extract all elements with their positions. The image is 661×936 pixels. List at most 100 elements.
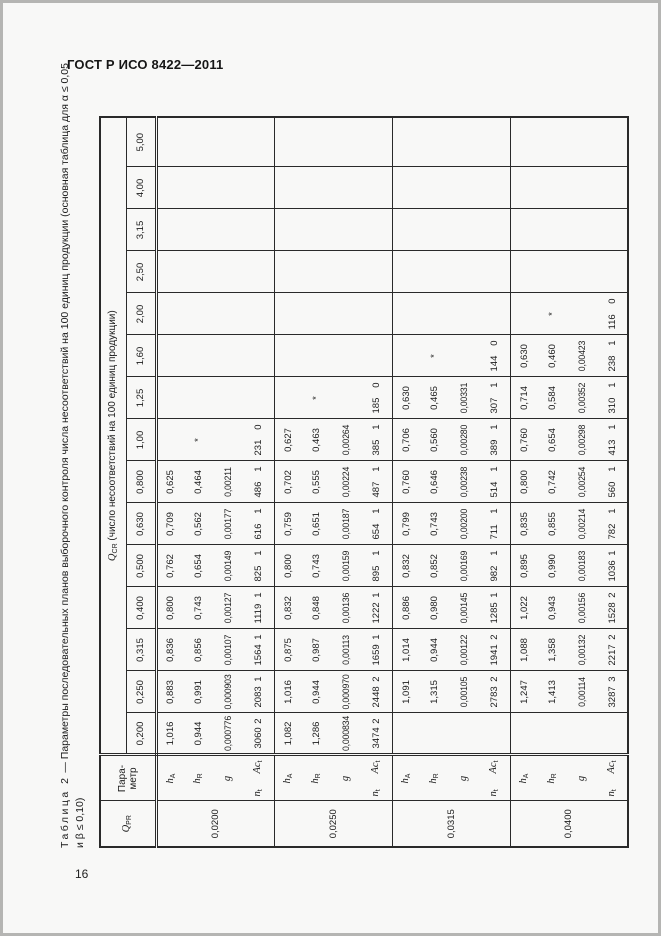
table-cell (156, 251, 184, 293)
nt-value: 782 (606, 523, 618, 540)
act-value: 1 (252, 592, 264, 598)
table-cell: 0,654 (538, 419, 566, 461)
nt-value: 144 (488, 355, 500, 372)
act-value: 2 (606, 634, 618, 640)
math-symbol: g (340, 775, 351, 782)
nt-value: 3060 (252, 727, 264, 749)
nt-value: 1119 (252, 603, 264, 624)
table-cell: 0,706 (392, 419, 420, 461)
act-value: 2 (606, 592, 618, 598)
act-value: 0 (252, 424, 264, 430)
table-cell (212, 116, 243, 167)
table-cell (330, 116, 361, 167)
nt-value: 982 (488, 565, 500, 582)
table-cell: 0,980 (420, 587, 448, 629)
table-cell: 0,00127 (212, 587, 243, 629)
table-cell: 0,990 (538, 545, 566, 587)
parameter-label: g (566, 755, 597, 801)
table-cell: 2783 2 (479, 671, 510, 713)
table-cell: 0,832 (274, 587, 302, 629)
nt-value: 654 (370, 523, 382, 540)
qcr-value-header: 0,250 (126, 671, 156, 713)
table-cell: 0,00211 (212, 461, 243, 503)
act-value: 1 (252, 634, 264, 640)
table-cell: 487 1 (361, 461, 392, 503)
math-symbol: h (282, 778, 294, 784)
table-cell (566, 167, 597, 209)
table-cell: 1,247 (510, 671, 538, 713)
table-cell (156, 419, 184, 461)
table-cell: 0,651 (302, 503, 330, 545)
table-cell (274, 293, 302, 335)
table-cell (156, 167, 184, 209)
table-cell (566, 116, 597, 167)
table-cell: 3474 2 (361, 713, 392, 755)
table-cell: 0,00107 (212, 629, 243, 671)
table-cell: 1,358 (538, 629, 566, 671)
parameter-label: nt Act (597, 755, 628, 801)
table-cell (420, 209, 448, 251)
math-symbol: h (518, 778, 530, 784)
nt-value: 2448 (370, 686, 382, 708)
table-cell: 0,895 (510, 545, 538, 587)
table-cell (479, 167, 510, 209)
table-cell (330, 293, 361, 335)
table-cell: 116 0 (597, 293, 628, 335)
act-value: 1 (370, 550, 382, 556)
table-cell: 0,000903 (212, 671, 243, 713)
act-value: 1 (370, 508, 382, 514)
table-cell: * (420, 335, 448, 377)
table-cell: 0,944 (302, 671, 330, 713)
table-cell (597, 209, 628, 251)
table-cell (566, 251, 597, 293)
table-cell: 0,00214 (566, 503, 597, 545)
table-cell (156, 293, 184, 335)
table-cell: 0,875 (274, 629, 302, 671)
table-cell (448, 167, 479, 209)
table-cell: 0,743 (302, 545, 330, 587)
nt-value: 1564 (252, 644, 264, 666)
table-row: 0,0250 hA 1,082 1,016 0,875 0,832 0,800 0,759 0,… (274, 116, 392, 847)
table-cell: 0,630 (392, 377, 420, 419)
act-value: 1 (370, 634, 382, 640)
math-symbol: g (222, 775, 233, 782)
table-cell (274, 116, 302, 167)
table-cell (566, 209, 597, 251)
table-cell (302, 116, 330, 167)
math-symbol: h (428, 778, 439, 784)
table-cell: 711 1 (479, 503, 510, 545)
nt-value: 2783 (488, 686, 500, 708)
table-cell: 0,886 (392, 587, 420, 629)
table-cell (448, 335, 479, 377)
math-symbol: n (488, 791, 500, 797)
math-symbol: h (164, 778, 176, 784)
math-symbol: h (400, 778, 412, 784)
table-cell (156, 377, 184, 419)
math-symbol: n (606, 791, 617, 797)
table-cell: 307 1 (479, 377, 510, 419)
table-cell (212, 335, 243, 377)
table-cell: 0,646 (420, 461, 448, 503)
table-cell: 0,560 (420, 419, 448, 461)
qpr-group-value: 0,0250 (274, 801, 392, 847)
table-caption-text: — Параметры последовательных планов выбо… (59, 63, 71, 776)
table-cell: 1941 2 (479, 629, 510, 671)
table-cell (448, 209, 479, 251)
parameter-label: hR (538, 755, 566, 801)
act-value: 1 (606, 382, 618, 388)
table-cell (597, 713, 628, 755)
nt-value: 616 (252, 523, 264, 540)
act-value: 1 (606, 508, 618, 514)
table-cell (392, 167, 420, 209)
table-row: nt Act 3474 2 2448 2 1659 1 1222 1 895 1 654 1 487 1 385… (361, 116, 392, 847)
table-cell: 3060 2 (243, 713, 274, 755)
table-cell (448, 713, 479, 755)
table-cell (392, 335, 420, 377)
table-cell: 0,00149 (212, 545, 243, 587)
table-cell (302, 293, 330, 335)
nt-value: 413 (606, 439, 618, 456)
table-caption-line2: и β ≤ 0,10) (74, 797, 86, 848)
table-cell (184, 116, 212, 167)
table-cell (274, 209, 302, 251)
table-cell: 0,460 (538, 335, 566, 377)
